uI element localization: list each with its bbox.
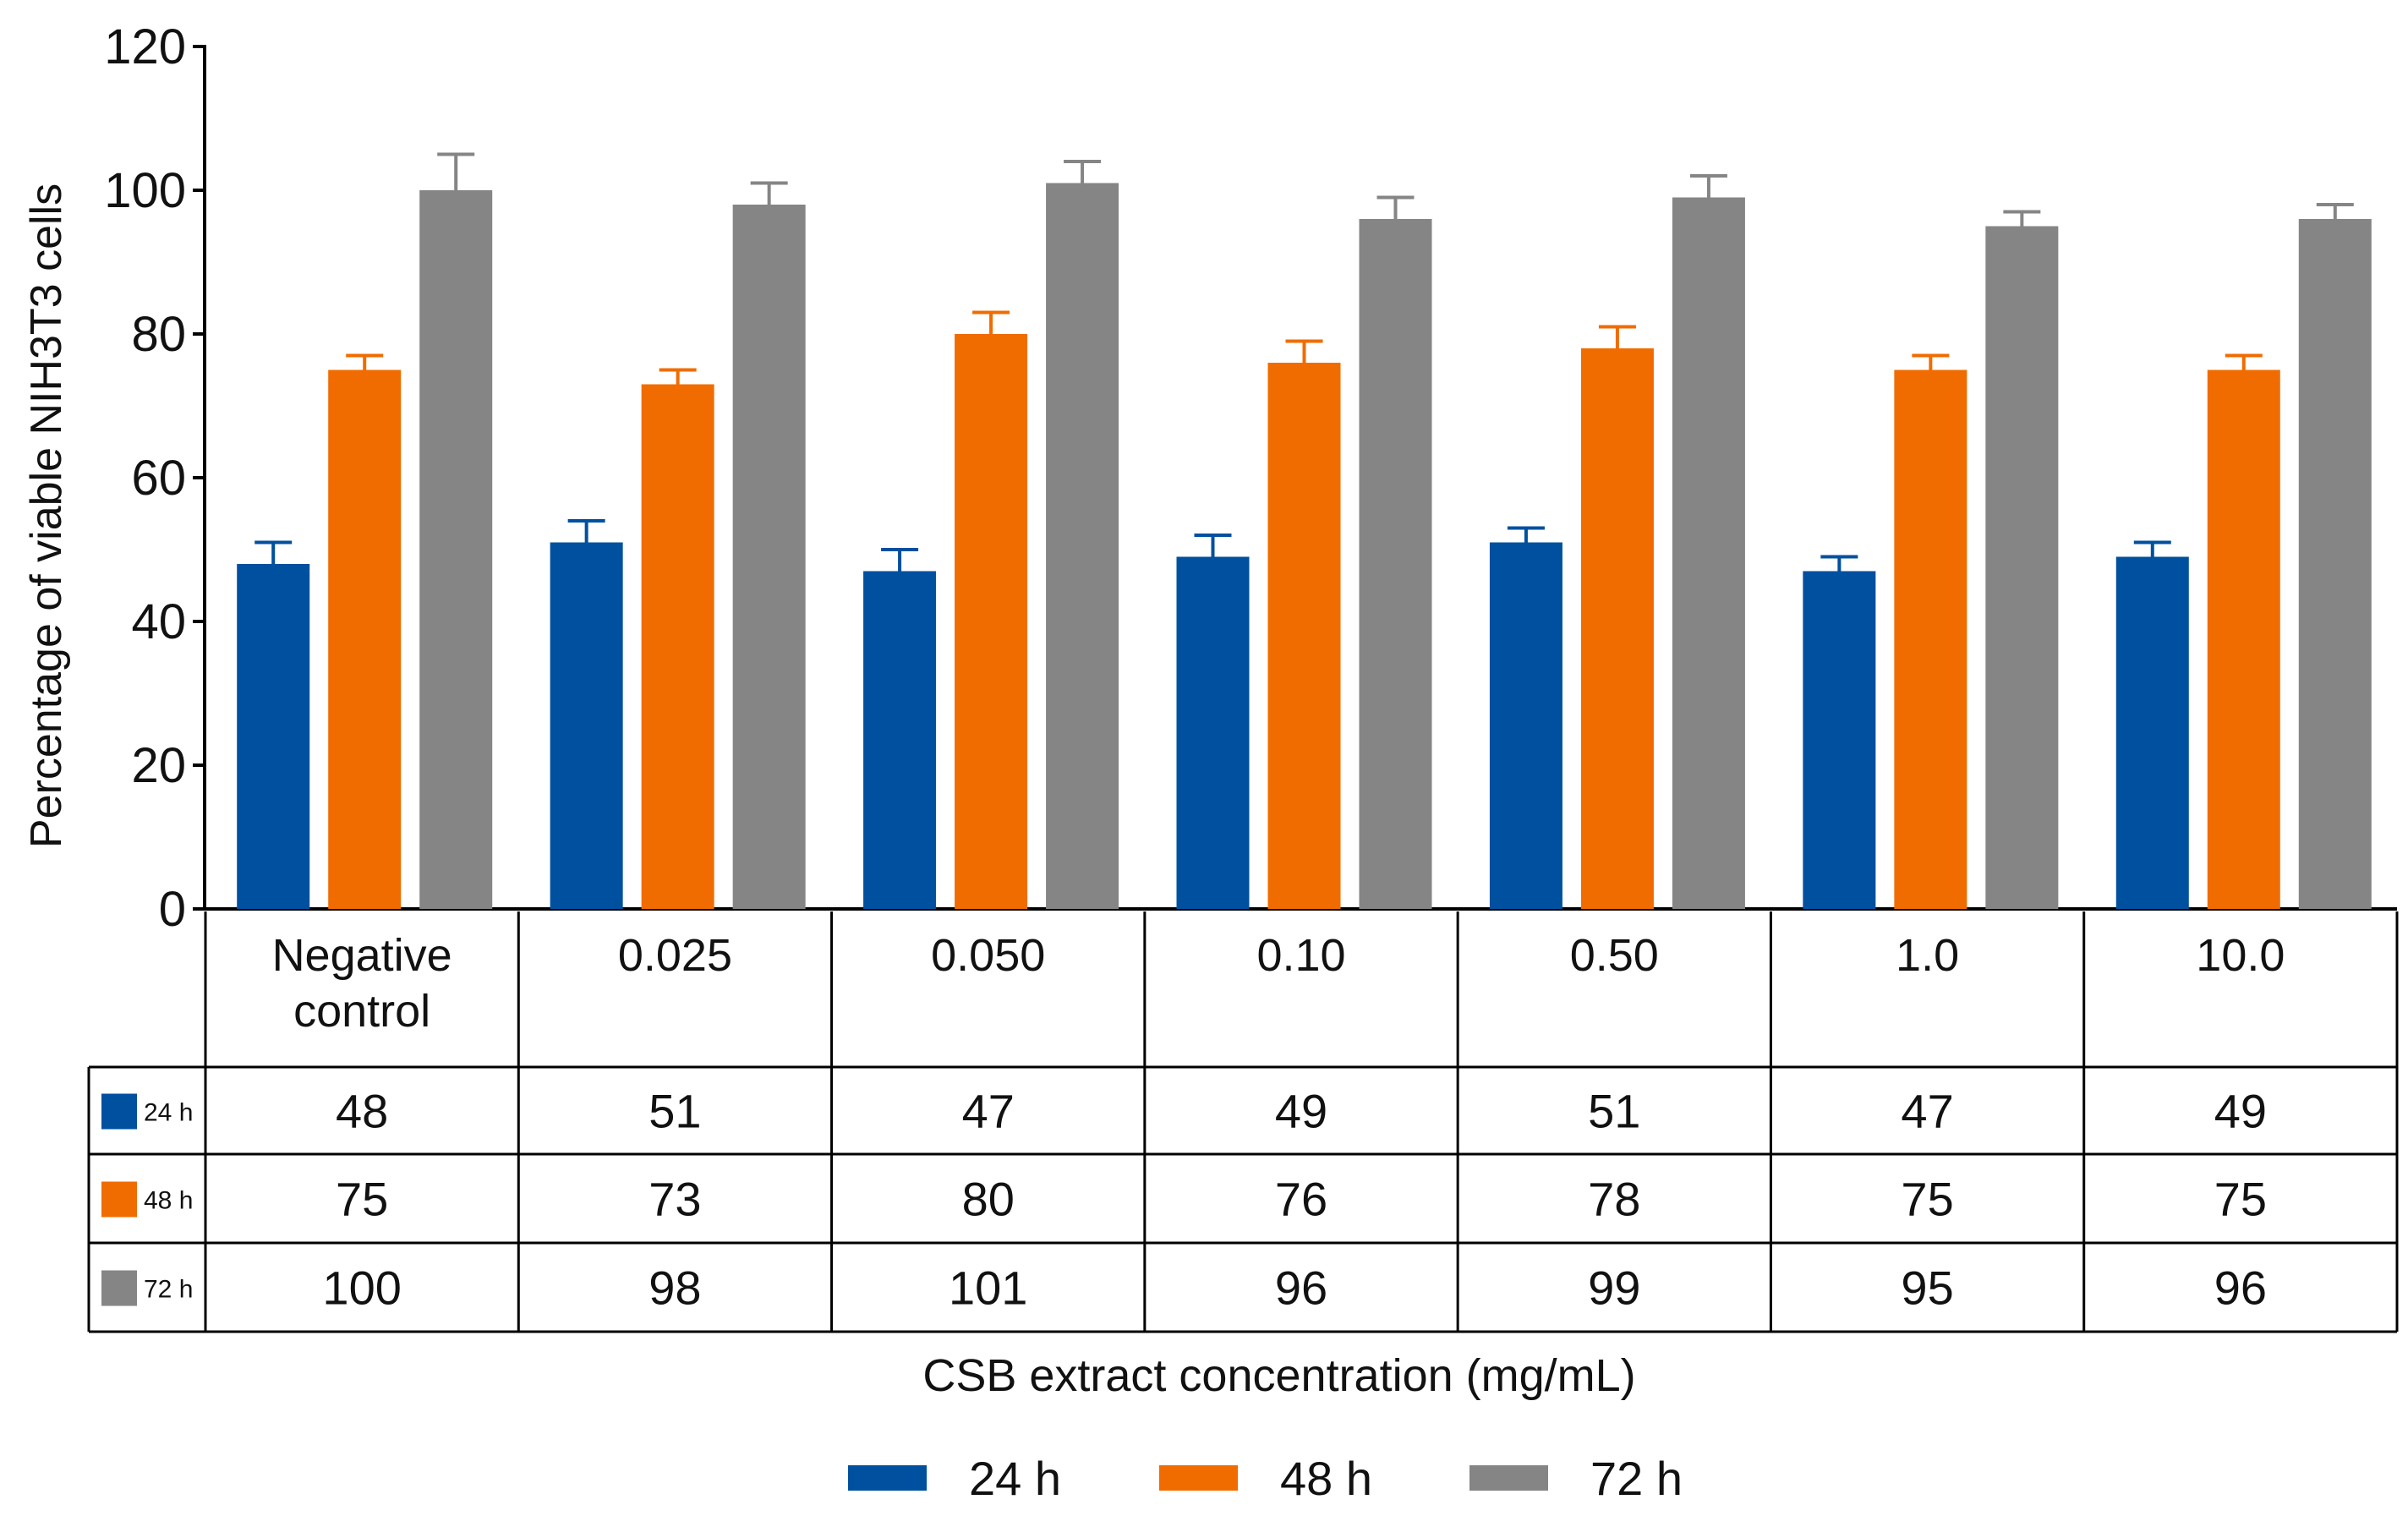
y-tick-label: 100 <box>104 163 186 218</box>
table-row-label: 72 h <box>144 1276 193 1304</box>
x-category-label: 0.10 <box>1256 930 1345 981</box>
legend-swatch <box>848 1465 927 1491</box>
bar <box>1580 348 1654 909</box>
table-cell: 73 <box>649 1173 701 1226</box>
table-cell: 49 <box>2214 1085 2267 1138</box>
x-category-label: 10.0 <box>2196 930 2285 981</box>
x-axis-title: CSB extract concentration (mg/mL) <box>922 1350 1635 1401</box>
bar <box>1672 197 1745 909</box>
table-cell: 101 <box>949 1262 1027 1315</box>
x-category-label: 1.0 <box>1896 930 1959 981</box>
table-cell: 51 <box>1588 1085 1640 1138</box>
bar <box>1046 183 1119 909</box>
table-row-swatch <box>101 1181 137 1218</box>
y-tick-label: 120 <box>104 19 186 74</box>
table-cell: 100 <box>322 1262 401 1315</box>
table-cell: 51 <box>649 1085 701 1138</box>
bar <box>419 190 493 909</box>
x-category-label: 0.50 <box>1570 930 1659 981</box>
table-cell: 96 <box>2214 1262 2267 1315</box>
table-cell: 47 <box>962 1085 1015 1138</box>
y-tick-label: 0 <box>159 882 186 937</box>
bar <box>732 205 806 909</box>
table-cell: 48 <box>336 1085 388 1138</box>
table-row-swatch <box>101 1270 137 1306</box>
x-category-label: 0.050 <box>931 930 1045 981</box>
bar <box>2207 369 2280 909</box>
bar <box>1894 369 1967 909</box>
table-cell: 49 <box>1275 1085 1327 1138</box>
y-tick-label: 80 <box>131 307 186 362</box>
y-axis-title: Percentage of viable NIH3T3 cells <box>22 183 71 848</box>
bar <box>641 384 714 909</box>
bar <box>2115 556 2189 909</box>
bar <box>1267 363 1341 909</box>
table-cell: 96 <box>1275 1262 1327 1315</box>
legend-swatch <box>1469 1465 1548 1491</box>
bar <box>1359 219 1432 909</box>
legend-label: 24 h <box>969 1452 1061 1505</box>
y-tick-label: 20 <box>131 738 186 793</box>
table-cell: 75 <box>336 1173 388 1226</box>
bar <box>863 571 937 909</box>
legend-swatch <box>1159 1465 1238 1491</box>
bar <box>1176 556 1250 909</box>
legend-label: 48 h <box>1280 1452 1372 1505</box>
table-cell: 80 <box>962 1173 1015 1226</box>
table-cell: 78 <box>1588 1173 1640 1226</box>
y-tick-label: 40 <box>131 594 186 649</box>
table-cell: 75 <box>2214 1173 2267 1226</box>
table-cell: 95 <box>1901 1262 1953 1315</box>
bar <box>1489 542 1562 909</box>
y-tick-label: 60 <box>131 451 186 506</box>
table-cell: 99 <box>1588 1262 1640 1315</box>
x-category-label: 0.025 <box>618 930 732 981</box>
bar <box>550 542 623 909</box>
table-cell: 76 <box>1275 1173 1327 1226</box>
bar <box>955 334 1028 909</box>
table-cell: 47 <box>1901 1085 1953 1138</box>
bar <box>237 564 310 909</box>
table-cell: 75 <box>1901 1173 1953 1226</box>
table-row-swatch <box>101 1093 137 1130</box>
bar <box>2298 219 2372 909</box>
bar <box>328 369 402 909</box>
bar <box>1985 226 2059 909</box>
x-category-label: control <box>293 986 430 1037</box>
table-row-label: 24 h <box>144 1099 193 1127</box>
table-cell: 98 <box>649 1262 701 1315</box>
bar <box>1803 571 1876 909</box>
legend-label: 72 h <box>1590 1452 1683 1505</box>
x-category-label: Negative <box>272 930 452 981</box>
table-row-label: 48 h <box>144 1187 193 1215</box>
